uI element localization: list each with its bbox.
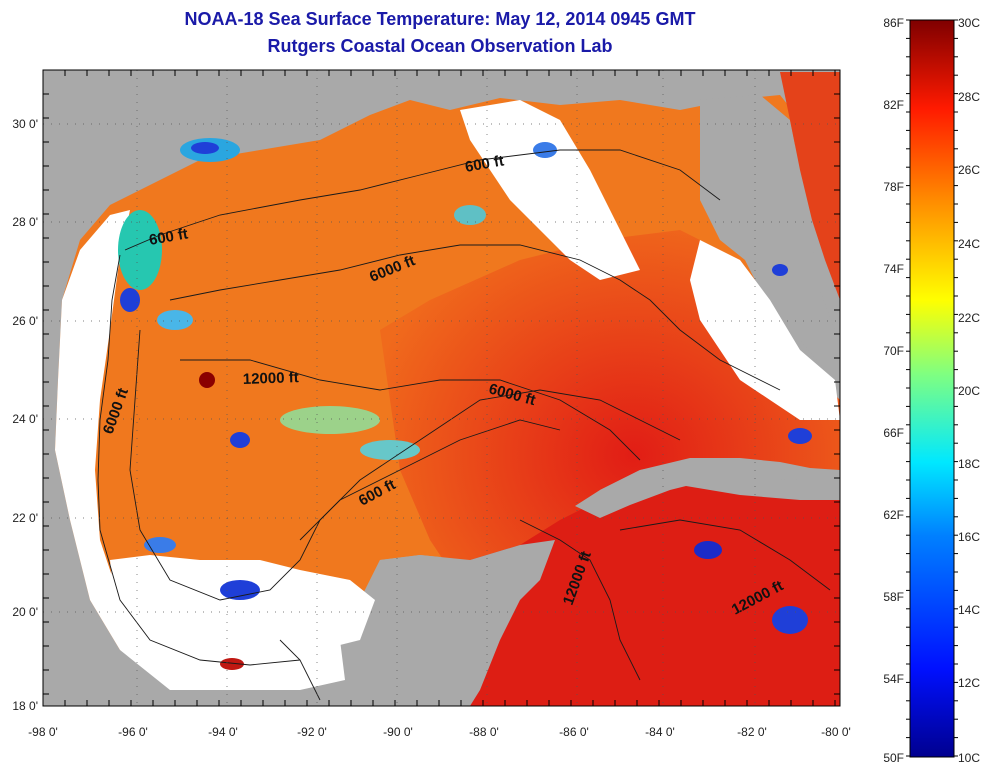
- colorbar-f-label: 70F: [883, 344, 904, 358]
- no-data-bay: [110, 555, 375, 660]
- bathymetry-contours: [97, 149, 831, 701]
- lon-tick-label: -94 0': [208, 725, 238, 739]
- lat-tick-label: 30 0': [12, 117, 38, 131]
- colorbar-f-label: 62F: [883, 508, 904, 522]
- colorbar-c-label: 18C: [958, 457, 980, 471]
- colorbar-f-label: 78F: [883, 180, 904, 194]
- lat-lon-grid: [43, 70, 840, 706]
- lon-tick-label: -82 0': [737, 725, 767, 739]
- longitude-axis: -98 0' -96 0' -94 0' -92 0' -90 0' -88 0…: [28, 725, 851, 739]
- frame-ticks: [42, 69, 840, 706]
- contour-label-12000-west: 12000 ft: [243, 369, 299, 388]
- cold-patches: [118, 138, 812, 670]
- lon-tick-label: -98 0': [28, 725, 58, 739]
- yucatan-land: [330, 540, 555, 706]
- lat-tick-label: 24 0': [12, 412, 38, 426]
- colorbar-c-label: 24C: [958, 237, 980, 251]
- colorbar-c-label: 30C: [958, 16, 980, 30]
- colorbar-c-label: 20C: [958, 384, 980, 398]
- colorbar-f-label: 74F: [883, 262, 904, 276]
- lon-tick-label: -90 0': [383, 725, 413, 739]
- florida-land: [700, 95, 840, 370]
- lat-tick-label: 28 0': [12, 215, 38, 229]
- colorbar-f-label: 50F: [883, 751, 904, 765]
- atlantic-water: [780, 72, 840, 300]
- caribbean-water: [470, 485, 840, 706]
- lon-tick-label: -84 0': [645, 725, 675, 739]
- map-title: NOAA-18 Sea Surface Temperature: May 12,…: [184, 9, 696, 29]
- temperature-colorbar: 86F 82F 78F 74F 70F 66F 62F 58F 54F 50F …: [883, 16, 980, 765]
- colorbar-c-label: 10C: [958, 751, 980, 765]
- map-subtitle: Rutgers Coastal Ocean Observation Lab: [267, 36, 613, 56]
- colorbar-gradient: [909, 19, 955, 758]
- lat-tick-label: 18 0': [12, 699, 38, 713]
- latitude-axis: 30 0' 28 0' 26 0' 24 0' 22 0' 20 0' 18 0…: [12, 117, 38, 713]
- no-data-florida-shelf: [690, 240, 840, 420]
- colorbar-f-label: 66F: [883, 426, 904, 440]
- colorbar-ticks: [906, 19, 958, 757]
- colorbar-f-label: 82F: [883, 98, 904, 112]
- lat-tick-label: 22 0': [12, 511, 38, 525]
- contour-label-600-west: 600 ft: [148, 225, 190, 249]
- colorbar-c-label: 26C: [958, 163, 980, 177]
- no-data-louisiana: [460, 100, 640, 280]
- colorbar-c-label: 16C: [958, 530, 980, 544]
- lon-tick-label: -80 0': [821, 725, 851, 739]
- hot-spot: [199, 372, 215, 388]
- contour-label-600-north: 600 ft: [464, 152, 506, 176]
- lon-tick-label: -92 0': [297, 725, 327, 739]
- cuba-land: [575, 458, 840, 518]
- colorbar-c-label: 14C: [958, 603, 980, 617]
- lon-tick-label: -86 0': [559, 725, 589, 739]
- lon-tick-label: -88 0': [469, 725, 499, 739]
- colorbar-f-label: 58F: [883, 590, 904, 604]
- colorbar-c-label: 12C: [958, 676, 980, 690]
- colorbar-c-label: 22C: [958, 311, 980, 325]
- colorbar-f-label: 86F: [883, 16, 904, 30]
- colorbar-f-label: 54F: [883, 672, 904, 686]
- lat-tick-label: 20 0': [12, 605, 38, 619]
- lat-tick-label: 26 0': [12, 314, 38, 328]
- map-frame: [42, 69, 841, 707]
- colorbar-c-label: 28C: [958, 90, 980, 104]
- lon-tick-label: -96 0': [118, 725, 148, 739]
